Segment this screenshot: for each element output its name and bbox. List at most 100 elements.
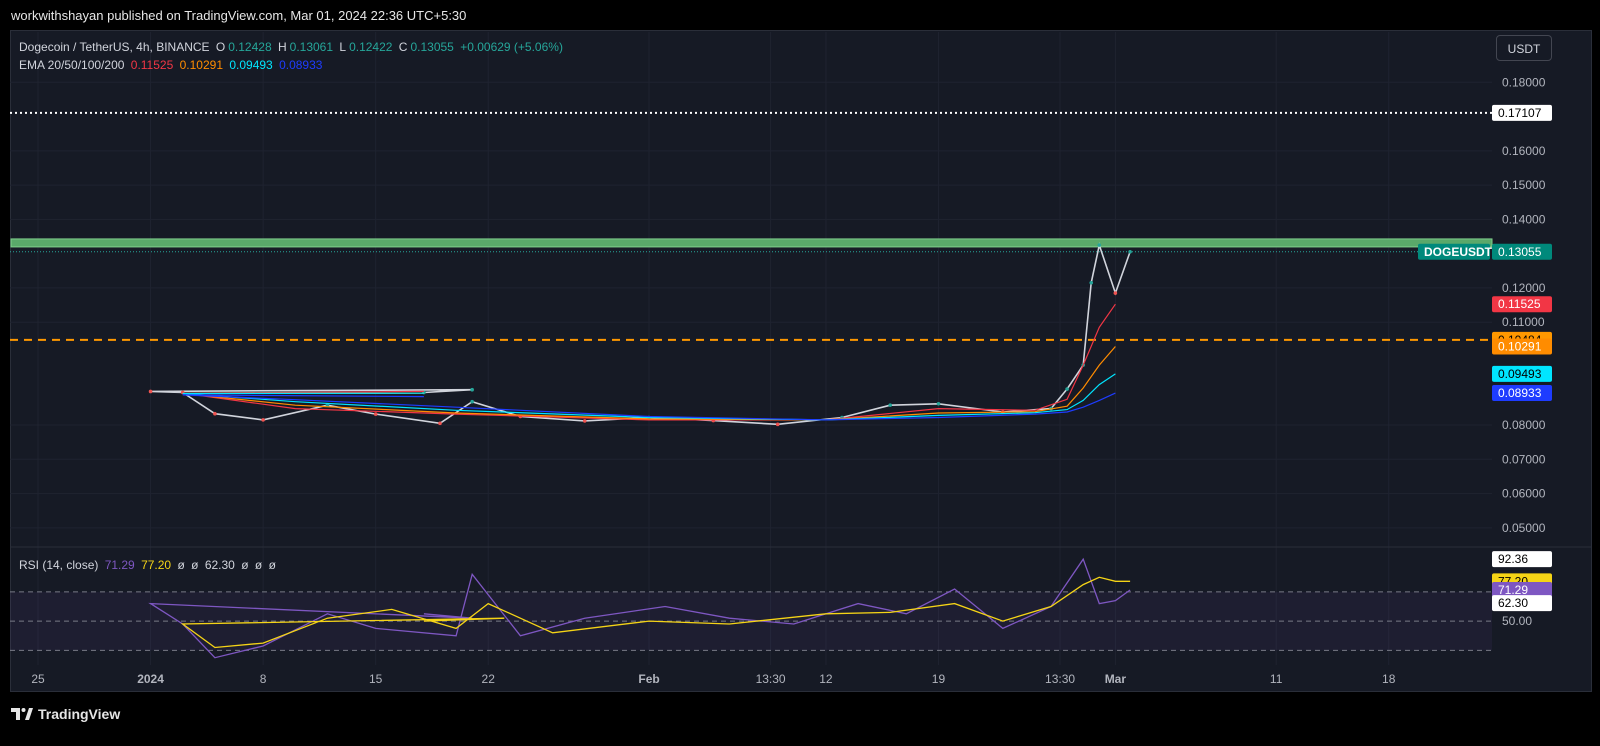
resistance-zone bbox=[10, 238, 1493, 248]
price-axis-tick: 0.05000 bbox=[1502, 521, 1546, 535]
chart-canvas[interactable]: 0.18000 0.16000 0.15000 0.14000 0.12000 0.110… bbox=[0, 0, 1600, 692]
series-line-dogeusdt bbox=[150, 242, 1131, 426]
price-point bbox=[470, 387, 474, 392]
rsi-badge-label: 62.30 bbox=[1498, 596, 1528, 610]
price-badge-bg bbox=[1492, 385, 1552, 402]
symbol-title[interactable]: Dogecoin / TetherUS, 4h, BINANCE bbox=[19, 40, 210, 54]
time-axis-tick: 15 bbox=[369, 672, 383, 686]
symbol-legend: Dogecoin / TetherUS, 4h, BINANCE O 0.1242… bbox=[19, 40, 566, 54]
rsi-line-rsi bbox=[148, 557, 1131, 659]
price-point bbox=[373, 412, 378, 416]
series-line-ema-200 bbox=[182, 392, 1116, 421]
price-point bbox=[438, 421, 442, 426]
high-label: H bbox=[277, 40, 287, 54]
tradingview-logo[interactable]: TradingView bbox=[11, 706, 120, 722]
price-badge-bg bbox=[1492, 104, 1552, 121]
price-point bbox=[1113, 291, 1118, 295]
time-axis-tick: 8 bbox=[260, 672, 267, 686]
low-label: L bbox=[339, 40, 347, 54]
price-point bbox=[888, 403, 893, 407]
chart-panel[interactable] bbox=[10, 30, 1592, 692]
open-label: O bbox=[215, 40, 226, 54]
published-text: workwithshayan published on TradingView.… bbox=[11, 8, 467, 23]
rsi-na-4: ø bbox=[254, 558, 263, 572]
ema20-value: 0.11525 bbox=[130, 58, 174, 72]
close-value: 0.13055 bbox=[410, 40, 454, 54]
time-axis-tick: 11 bbox=[1270, 672, 1283, 686]
symbol-badge-bg bbox=[1418, 243, 1490, 260]
price-badge-label: 0.10291 bbox=[1498, 340, 1542, 354]
time-axis-tick: 13:30 bbox=[1045, 672, 1075, 686]
price-point bbox=[470, 399, 474, 404]
price-axis-tick: 0.06000 bbox=[1502, 487, 1546, 501]
time-axis-tick: 2024 bbox=[137, 672, 164, 686]
rsi-badge-bg bbox=[1492, 581, 1552, 598]
price-badge-label: 0.08933 bbox=[1498, 386, 1542, 400]
rsi-value: 71.29 bbox=[104, 558, 135, 572]
high-value: 0.13061 bbox=[289, 40, 334, 54]
rsi-label[interactable]: RSI (14, close) bbox=[19, 558, 99, 572]
price-point bbox=[775, 422, 780, 427]
ema-label[interactable]: EMA 20/50/100/200 bbox=[19, 58, 125, 72]
price-badge-bg bbox=[1492, 338, 1552, 355]
series-line-ema-20 bbox=[182, 303, 1116, 421]
rsi-badge-bg bbox=[1492, 595, 1552, 612]
price-point bbox=[1128, 249, 1132, 254]
series-line-ema-100 bbox=[182, 373, 1116, 421]
price-badge-bg bbox=[1492, 365, 1552, 382]
tradingview-brand: TradingView bbox=[38, 706, 121, 722]
price-badge-label: 0.09493 bbox=[1498, 367, 1542, 381]
rsi-na-1: ø bbox=[177, 558, 185, 572]
price-axis-tick: 0.14000 bbox=[1502, 212, 1546, 226]
rsi-axis-tick: 50.00 bbox=[1502, 614, 1532, 628]
rsi-upper-value: 62.30 bbox=[204, 558, 235, 572]
change-value: +0.00629 (+5.06%) bbox=[460, 40, 563, 54]
ema100-value: 0.09493 bbox=[229, 58, 273, 72]
rsi-ma-value: 77.20 bbox=[141, 558, 172, 572]
price-point bbox=[582, 419, 587, 423]
price-badge-label: 0.17107 bbox=[1498, 106, 1542, 120]
low-value: 0.12422 bbox=[349, 40, 393, 54]
time-axis-tick: 12 bbox=[819, 672, 833, 686]
price-badge-label: 0.11525 bbox=[1498, 297, 1541, 311]
rsi-na-2: ø bbox=[191, 558, 199, 572]
price-axis-tick: 0.11000 bbox=[1502, 315, 1545, 329]
price-badge-bg bbox=[1492, 243, 1552, 260]
time-axis-tick: Feb bbox=[638, 672, 659, 686]
time-axis-tick: 19 bbox=[932, 672, 946, 686]
time-axis-tick: Mar bbox=[1105, 672, 1127, 686]
price-axis-tick: 0.16000 bbox=[1502, 144, 1546, 158]
price-point bbox=[1097, 243, 1102, 247]
open-value: 0.12428 bbox=[228, 40, 272, 54]
top-bar: workwithshayan published on TradingView.… bbox=[0, 0, 1600, 30]
price-axis-tick: 0.15000 bbox=[1502, 178, 1546, 192]
rsi-legend: RSI (14, close) 71.29 77.20 ø ø 62.30 ø … bbox=[19, 558, 279, 572]
price-axis-tick: 0.08000 bbox=[1502, 418, 1546, 432]
price-point bbox=[1089, 280, 1094, 285]
price-point bbox=[261, 418, 265, 422]
ema200-value: 0.08933 bbox=[279, 58, 323, 72]
price-point bbox=[325, 403, 330, 407]
rsi-badge-label: 92.36 bbox=[1498, 552, 1528, 566]
tradingview-logo-icon bbox=[11, 708, 33, 720]
symbol-badge-label: DOGEUSDT bbox=[1424, 245, 1493, 259]
time-axis-tick: 13:30 bbox=[756, 672, 786, 686]
currency-button[interactable]: USDT bbox=[1496, 35, 1552, 61]
price-axis-tick: 0.18000 bbox=[1502, 75, 1546, 89]
close-label: C bbox=[398, 40, 408, 54]
time-axis-tick: 22 bbox=[482, 672, 496, 686]
footer: TradingView bbox=[0, 692, 1600, 746]
ema50-value: 0.10291 bbox=[179, 58, 223, 72]
series-line-ema-50 bbox=[182, 346, 1116, 421]
price-badge-label: 0.13055 bbox=[1498, 245, 1542, 259]
rsi-line-rsi-ma bbox=[180, 576, 1131, 649]
price-axis-tick: 0.07000 bbox=[1502, 452, 1546, 466]
price-point bbox=[1065, 387, 1069, 391]
price-point bbox=[936, 401, 941, 406]
time-axis-tick: 25 bbox=[31, 672, 45, 686]
ema-legend: EMA 20/50/100/200 0.11525 0.10291 0.0949… bbox=[19, 58, 325, 72]
rsi-badge-bg bbox=[1492, 551, 1552, 568]
price-badge-bg bbox=[1492, 296, 1552, 313]
rsi-na-3: ø bbox=[241, 558, 249, 572]
